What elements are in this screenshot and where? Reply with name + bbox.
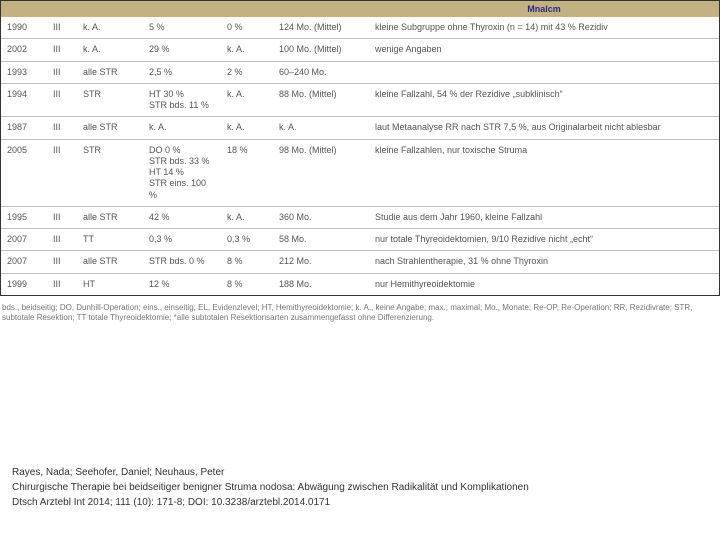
cell-followup: 88 Mo. (Mittel) bbox=[273, 83, 369, 117]
cell-op: HT bbox=[77, 273, 143, 295]
col-evidence bbox=[47, 1, 77, 17]
cell-reop: k. A. bbox=[221, 39, 273, 61]
citation-authors: Rayes, Nada; Seehofer, Daniel; Neuhaus, … bbox=[12, 465, 529, 480]
citation-block: Rayes, Nada; Seehofer, Daniel; Neuhaus, … bbox=[12, 465, 529, 510]
cell-evidence: III bbox=[47, 139, 77, 206]
table-row: 1999IIIHT12 %8 %188 Mo.nur Hemithyreoide… bbox=[1, 273, 719, 295]
cell-reop: 8 % bbox=[221, 273, 273, 295]
citation-title: Chirurgische Therapie bei beidseitiger b… bbox=[12, 480, 529, 495]
cell-evidence: III bbox=[47, 39, 77, 61]
citation-source: Dtsch Arztebl Int 2014; 111 (10): 171-8;… bbox=[12, 495, 529, 510]
cell-followup: 212 Mo. bbox=[273, 251, 369, 273]
cell-reop: 2 % bbox=[221, 61, 273, 83]
col-reop bbox=[221, 1, 273, 17]
table-row: 1993IIIalle STR2,5 %2 %60–240 Mo. bbox=[1, 61, 719, 83]
table-row: 2005IIISTRDO 0 %STR bds. 33 %HT 14 %STR … bbox=[1, 139, 719, 206]
cell-note: nur Hemithyreoidektomie bbox=[369, 273, 719, 295]
cell-evidence: III bbox=[47, 206, 77, 228]
cell-followup: 124 Mo. (Mittel) bbox=[273, 17, 369, 39]
cell-evidence: III bbox=[47, 83, 77, 117]
cell-rate: 5 % bbox=[143, 17, 221, 39]
cell-followup: 98 Mo. (Mittel) bbox=[273, 139, 369, 206]
cell-op: TT bbox=[77, 229, 143, 251]
cell-op: k. A. bbox=[77, 17, 143, 39]
cell-followup: 58 Mo. bbox=[273, 229, 369, 251]
cell-reop: 8 % bbox=[221, 251, 273, 273]
cell-year: 2007 bbox=[1, 229, 47, 251]
table-header-row: Mnalcm bbox=[1, 1, 719, 17]
cell-evidence: III bbox=[47, 251, 77, 273]
cell-followup: 60–240 Mo. bbox=[273, 61, 369, 83]
cell-year: 1995 bbox=[1, 206, 47, 228]
cell-op: alle STR bbox=[77, 117, 143, 139]
cell-note: kleine Fallzahl, 54 % der Rezidive „subk… bbox=[369, 83, 719, 117]
cell-op: STR bbox=[77, 83, 143, 117]
data-table-container: Mnalcm 1990IIIk. A.5 %0 %124 Mo. (Mittel… bbox=[0, 0, 720, 296]
table-row: 1987IIIalle STRk. A.k. A.k. A.laut Metaa… bbox=[1, 117, 719, 139]
cell-note: nach Strahlentherapie, 31 % ohne Thyroxi… bbox=[369, 251, 719, 273]
cell-reop: k. A. bbox=[221, 117, 273, 139]
cell-rate: 42 % bbox=[143, 206, 221, 228]
cell-evidence: III bbox=[47, 229, 77, 251]
cell-year: 1987 bbox=[1, 117, 47, 139]
cell-note: wenige Angaben bbox=[369, 39, 719, 61]
cell-evidence: III bbox=[47, 117, 77, 139]
cell-reop: 0,3 % bbox=[221, 229, 273, 251]
cell-followup: 100 Mo. (Mittel) bbox=[273, 39, 369, 61]
cell-reop: k. A. bbox=[221, 206, 273, 228]
cell-year: 1990 bbox=[1, 17, 47, 39]
cell-op: alle STR bbox=[77, 251, 143, 273]
cell-followup: k. A. bbox=[273, 117, 369, 139]
col-rate bbox=[143, 1, 221, 17]
col-note: Mnalcm bbox=[369, 1, 719, 17]
cell-note: kleine Subgruppe ohne Thyroxin (n = 14) … bbox=[369, 17, 719, 39]
cell-reop: 18 % bbox=[221, 139, 273, 206]
cell-year: 1993 bbox=[1, 61, 47, 83]
cell-rate: HT 30 %STR bds. 11 % bbox=[143, 83, 221, 117]
table-row: 2002IIIk. A.29 %k. A.100 Mo. (Mittel)wen… bbox=[1, 39, 719, 61]
cell-note: kleine Fallzahlen, nur toxische Struma bbox=[369, 139, 719, 206]
table-row: 1995IIIalle STR42 %k. A.360 Mo.Studie au… bbox=[1, 206, 719, 228]
cell-rate: 29 % bbox=[143, 39, 221, 61]
cell-evidence: III bbox=[47, 17, 77, 39]
col-year bbox=[1, 1, 47, 17]
cell-evidence: III bbox=[47, 61, 77, 83]
cell-op: alle STR bbox=[77, 61, 143, 83]
cell-followup: 188 Mo. bbox=[273, 273, 369, 295]
table-footnote: bds., beidseitig; DO, Dunhill-Operation;… bbox=[0, 300, 720, 324]
table-row: 2007IIITT0,3 %0,3 %58 Mo.nur totale Thyr… bbox=[1, 229, 719, 251]
table-body: 1990IIIk. A.5 %0 %124 Mo. (Mittel)kleine… bbox=[1, 17, 719, 295]
cell-rate: 2,5 % bbox=[143, 61, 221, 83]
cell-reop: k. A. bbox=[221, 83, 273, 117]
cell-followup: 360 Mo. bbox=[273, 206, 369, 228]
cell-rate: k. A. bbox=[143, 117, 221, 139]
table-row: 1990IIIk. A.5 %0 %124 Mo. (Mittel)kleine… bbox=[1, 17, 719, 39]
cell-year: 2002 bbox=[1, 39, 47, 61]
cell-year: 2005 bbox=[1, 139, 47, 206]
col-followup bbox=[273, 1, 369, 17]
cell-op: STR bbox=[77, 139, 143, 206]
cell-note: laut Metaanalyse RR nach STR 7,5 %, aus … bbox=[369, 117, 719, 139]
cell-note: nur totale Thyreoidektomien, 9/10 Rezidi… bbox=[369, 229, 719, 251]
cell-op: alle STR bbox=[77, 206, 143, 228]
cell-rate: DO 0 %STR bds. 33 %HT 14 %STR eins. 100 … bbox=[143, 139, 221, 206]
data-table: Mnalcm 1990IIIk. A.5 %0 %124 Mo. (Mittel… bbox=[1, 1, 719, 295]
cell-year: 1994 bbox=[1, 83, 47, 117]
table-row: 1994IIISTRHT 30 %STR bds. 11 %k. A.88 Mo… bbox=[1, 83, 719, 117]
cell-reop: 0 % bbox=[221, 17, 273, 39]
cell-year: 1999 bbox=[1, 273, 47, 295]
col-op bbox=[77, 1, 143, 17]
cell-op: k. A. bbox=[77, 39, 143, 61]
cell-note: Studie aus dem Jahr 1960, kleine Fallzah… bbox=[369, 206, 719, 228]
cell-evidence: III bbox=[47, 273, 77, 295]
table-row: 2007IIIalle STRSTR bds. 0 %8 %212 Mo.nac… bbox=[1, 251, 719, 273]
cell-rate: STR bds. 0 % bbox=[143, 251, 221, 273]
cell-note bbox=[369, 61, 719, 83]
cell-rate: 12 % bbox=[143, 273, 221, 295]
cell-year: 2007 bbox=[1, 251, 47, 273]
cell-rate: 0,3 % bbox=[143, 229, 221, 251]
